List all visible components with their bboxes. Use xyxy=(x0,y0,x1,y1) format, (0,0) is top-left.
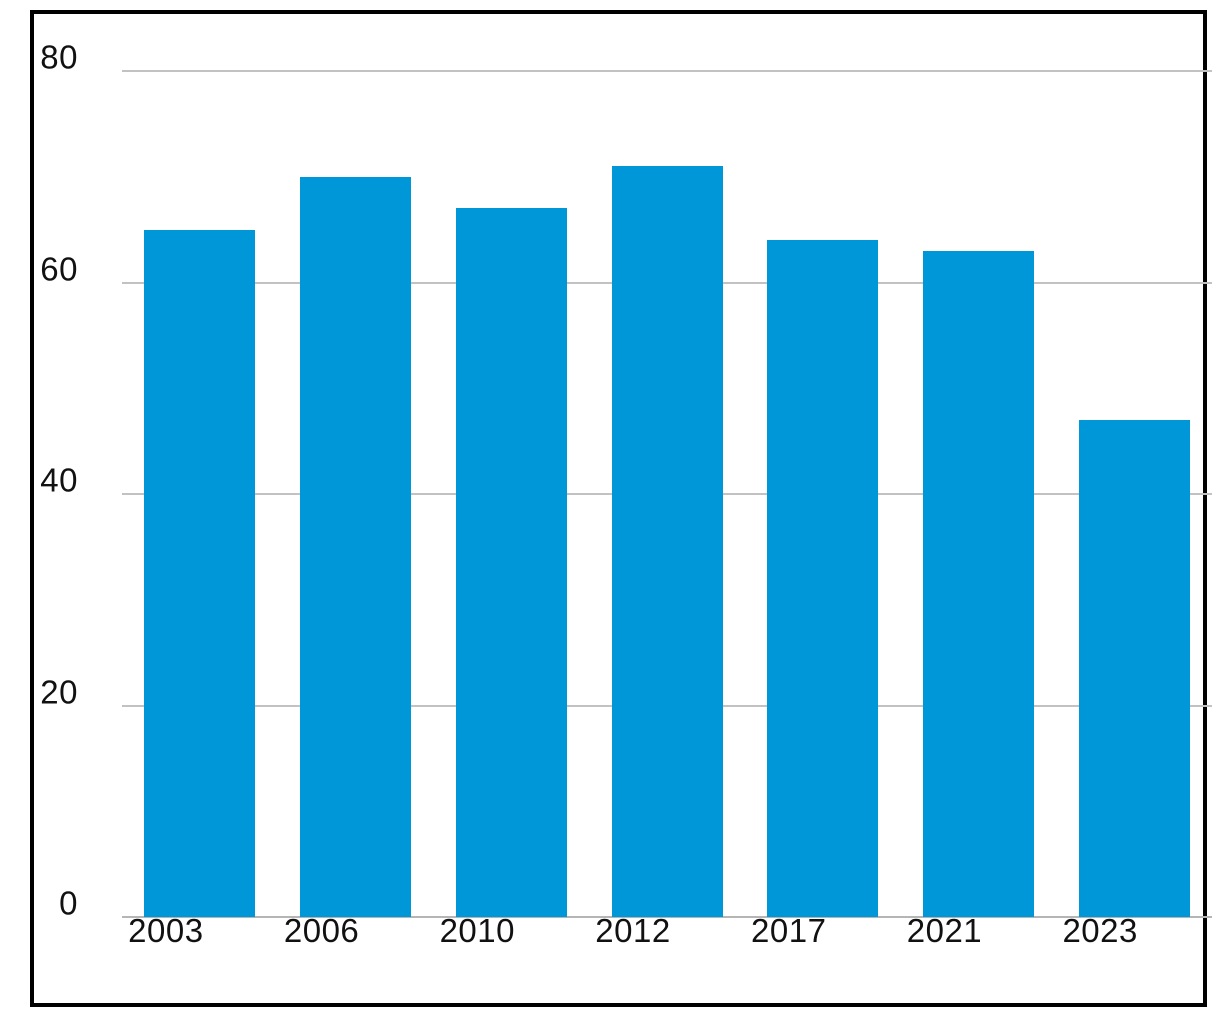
bar-slot-2023 xyxy=(1056,71,1212,917)
bar-slot-2010 xyxy=(433,71,589,917)
x-tick-label-2003: 2003 xyxy=(128,912,204,949)
bar-2021 xyxy=(922,250,1034,917)
bar-2012 xyxy=(611,166,723,917)
bar-2006 xyxy=(300,176,412,917)
gridline-y-0 xyxy=(122,916,1212,918)
x-tick-label-2012: 2012 xyxy=(595,912,671,949)
x-axis: 2003 2006 2010 2012 2017 2021 2023 xyxy=(88,912,1178,950)
x-tick-label-2023: 2023 xyxy=(1062,912,1138,949)
x-tick-label-2006: 2006 xyxy=(283,912,360,949)
y-tick-label: 0 xyxy=(59,884,78,922)
bar-slot-2006 xyxy=(278,71,434,917)
bar-2017 xyxy=(767,240,879,917)
bar-2023 xyxy=(1078,419,1190,917)
chart-frame xyxy=(30,10,1212,1007)
y-tick-label: 80 xyxy=(40,38,78,76)
bar-2010 xyxy=(455,208,567,917)
y-tick-label: 20 xyxy=(40,673,78,710)
bar-slot-2012 xyxy=(589,71,745,917)
x-tick-label-2010: 2010 xyxy=(439,912,515,949)
bar-slot-2017 xyxy=(745,71,901,917)
y-tick-label: 60 xyxy=(40,250,78,287)
bars-container xyxy=(122,71,1212,917)
bar-slot-2003 xyxy=(122,71,278,917)
x-tick-label-2021: 2021 xyxy=(906,912,983,949)
y-tick-label: 40 xyxy=(40,461,78,499)
gridline-y-80 xyxy=(122,70,1212,72)
bar-slot-2021 xyxy=(901,71,1057,917)
plot-area xyxy=(122,70,1212,918)
x-tick-label-2017: 2017 xyxy=(751,912,827,949)
bar-2003 xyxy=(144,229,256,917)
